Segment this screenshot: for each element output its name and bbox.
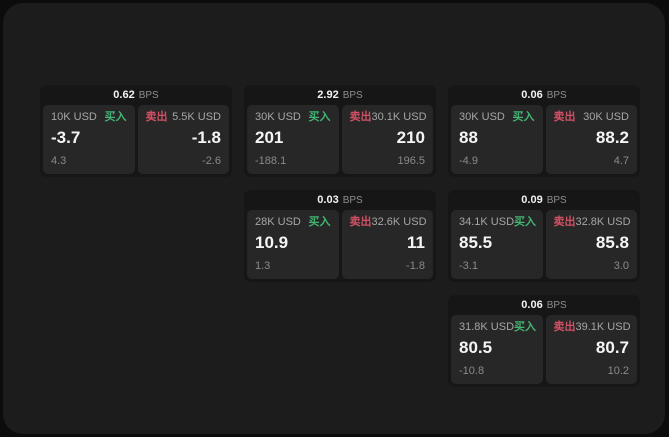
bps-label: BPS — [342, 194, 363, 206]
quote-body: 31.8K USD 买入 80.5 -10.8 卖出 39.1K USD 80.… — [448, 315, 640, 387]
sell-price: 80.7 — [595, 338, 629, 357]
buy-delta: -4.9 — [459, 155, 478, 167]
quote-card: 0.03 BPS 28K USD 买入 10.9 1.3 卖出 32.6K US… — [244, 190, 436, 282]
sell-delta: 4.7 — [613, 155, 629, 167]
quote-card: 0.06 BPS 30K USD 买入 88 -4.9 卖出 30K USD — [448, 85, 640, 177]
sell-badge: 卖出 — [145, 111, 168, 123]
sell-price: 210 — [396, 128, 425, 147]
sell-panel[interactable]: 卖出 32.8K USD 85.8 3.0 — [545, 210, 637, 279]
bps-header: 0.06 BPS — [448, 85, 640, 105]
sell-amount: 5.5K USD — [172, 111, 221, 123]
quote-card-grid: 0.62 BPS 10K USD 买入 -3.7 4.3 卖出 5.5K USD — [40, 85, 640, 387]
buy-delta: -3.1 — [459, 260, 478, 272]
sell-delta: 196.5 — [397, 155, 425, 167]
bps-label: BPS — [138, 89, 159, 101]
quote-body: 30K USD 买入 88 -4.9 卖出 30K USD 88.2 4.7 — [448, 105, 640, 177]
buy-amount: 30K USD — [459, 111, 505, 123]
sell-panel[interactable]: 卖出 30K USD 88.2 4.7 — [545, 105, 637, 174]
buy-panel[interactable]: 30K USD 买入 88 -4.9 — [451, 105, 543, 174]
sell-badge: 卖出 — [349, 111, 372, 123]
buy-panel[interactable]: 31.8K USD 买入 80.5 -10.8 — [451, 315, 543, 384]
bps-header: 0.09 BPS — [448, 190, 640, 210]
sell-price: 85.8 — [595, 233, 629, 252]
bps-value: 0.62 — [113, 89, 135, 101]
buy-amount: 30K USD — [255, 111, 301, 123]
sell-amount: 30.1K USD — [371, 111, 427, 123]
buy-delta: 1.3 — [255, 260, 271, 272]
sell-amount: 30K USD — [583, 111, 629, 123]
buy-badge: 买入 — [308, 111, 331, 123]
bps-value: 0.06 — [521, 89, 543, 101]
buy-amount: 34.1K USD — [459, 216, 515, 228]
sell-badge: 卖出 — [349, 216, 372, 228]
sell-badge: 卖出 — [553, 216, 576, 228]
buy-badge: 买入 — [514, 321, 537, 333]
sell-delta: 10.2 — [607, 365, 629, 377]
sell-badge: 卖出 — [553, 321, 576, 333]
sell-panel[interactable]: 卖出 5.5K USD -1.8 -2.6 — [137, 105, 229, 174]
sell-panel[interactable]: 卖出 30.1K USD 210 196.5 — [341, 105, 433, 174]
sell-price: -1.8 — [191, 128, 221, 147]
quote-card: 0.62 BPS 10K USD 买入 -3.7 4.3 卖出 5.5K USD — [40, 85, 232, 177]
bps-label: BPS — [546, 89, 567, 101]
buy-price: 201 — [255, 128, 284, 147]
buy-badge: 买入 — [104, 111, 127, 123]
buy-badge: 买入 — [512, 111, 535, 123]
quote-body: 34.1K USD 买入 85.5 -3.1 卖出 32.8K USD 85.8… — [448, 210, 640, 282]
bps-label: BPS — [342, 89, 363, 101]
buy-price: 88 — [459, 128, 478, 147]
buy-delta: -188.1 — [255, 155, 287, 167]
quote-body: 10K USD 买入 -3.7 4.3 卖出 5.5K USD -1.8 -2.… — [40, 105, 232, 177]
bps-label: BPS — [546, 194, 567, 206]
buy-panel[interactable]: 10K USD 买入 -3.7 4.3 — [43, 105, 135, 174]
sell-panel[interactable]: 卖出 39.1K USD 80.7 10.2 — [545, 315, 637, 384]
quote-card: 2.92 BPS 30K USD 买入 201 -188.1 卖出 30.1K … — [244, 85, 436, 177]
buy-panel[interactable]: 30K USD 买入 201 -188.1 — [247, 105, 339, 174]
bps-value: 0.09 — [521, 194, 543, 206]
buy-delta: 4.3 — [51, 155, 67, 167]
buy-badge: 买入 — [514, 216, 537, 228]
bps-header: 0.03 BPS — [244, 190, 436, 210]
sell-delta: -1.8 — [406, 260, 425, 272]
sell-delta: -2.6 — [202, 155, 221, 167]
buy-price: 80.5 — [459, 338, 493, 357]
quote-body: 28K USD 买入 10.9 1.3 卖出 32.6K USD 11 -1.8 — [244, 210, 436, 282]
quote-card: 0.06 BPS 31.8K USD 买入 80.5 -10.8 卖出 39.1… — [448, 295, 640, 387]
bps-header: 0.62 BPS — [40, 85, 232, 105]
bps-value: 0.03 — [317, 194, 339, 206]
bps-header: 0.06 BPS — [448, 295, 640, 315]
sell-amount: 32.6K USD — [371, 216, 427, 228]
bps-header: 2.92 BPS — [244, 85, 436, 105]
sell-badge: 卖出 — [553, 111, 576, 123]
buy-amount: 31.8K USD — [459, 321, 515, 333]
buy-delta: -10.8 — [459, 365, 485, 377]
quote-body: 30K USD 买入 201 -188.1 卖出 30.1K USD 210 1… — [244, 105, 436, 177]
main-panel: 0.62 BPS 10K USD 买入 -3.7 4.3 卖出 5.5K USD — [3, 3, 665, 434]
sell-price: 11 — [407, 233, 425, 252]
buy-amount: 28K USD — [255, 216, 301, 228]
bps-value: 0.06 — [521, 299, 543, 311]
buy-price: 10.9 — [255, 233, 289, 252]
sell-delta: 3.0 — [613, 260, 629, 272]
quote-card: 0.09 BPS 34.1K USD 买入 85.5 -3.1 卖出 32.8K… — [448, 190, 640, 282]
sell-price: 88.2 — [595, 128, 629, 147]
buy-amount: 10K USD — [51, 111, 97, 123]
buy-panel[interactable]: 28K USD 买入 10.9 1.3 — [247, 210, 339, 279]
bps-value: 2.92 — [317, 89, 339, 101]
buy-badge: 买入 — [308, 216, 331, 228]
buy-panel[interactable]: 34.1K USD 买入 85.5 -3.1 — [451, 210, 543, 279]
sell-amount: 32.8K USD — [575, 216, 631, 228]
bps-label: BPS — [546, 299, 567, 311]
sell-panel[interactable]: 卖出 32.6K USD 11 -1.8 — [341, 210, 433, 279]
buy-price: -3.7 — [51, 128, 81, 147]
sell-amount: 39.1K USD — [575, 321, 631, 333]
buy-price: 85.5 — [459, 233, 493, 252]
